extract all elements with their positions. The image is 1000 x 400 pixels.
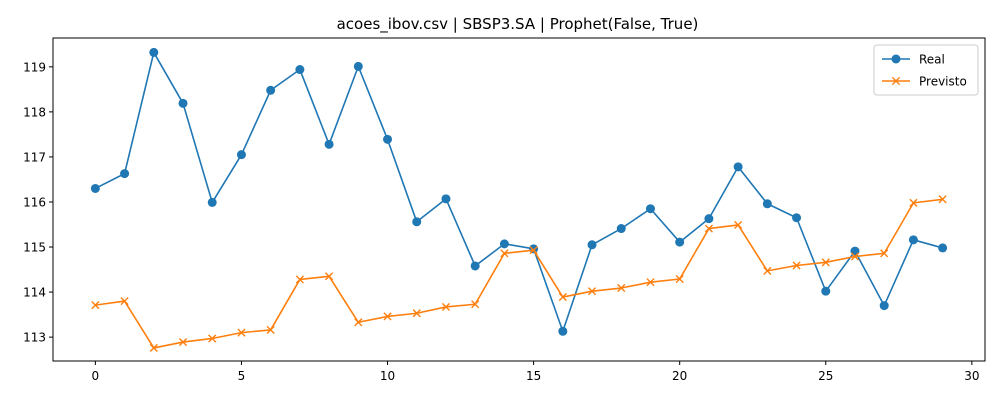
x-tick-label: 20 xyxy=(672,369,687,383)
data-point-previsto xyxy=(354,318,363,327)
data-point-real xyxy=(470,261,480,271)
data-point-real xyxy=(558,326,568,336)
x-tick-label: 0 xyxy=(92,369,100,383)
data-point-real xyxy=(236,150,246,160)
data-point-previsto xyxy=(558,292,567,302)
data-point-previsto xyxy=(704,224,714,233)
y-tick-label: 116 xyxy=(23,195,46,209)
legend: Real Previsto xyxy=(873,44,979,96)
data-point-previsto xyxy=(412,309,421,318)
plot-frame xyxy=(52,37,986,362)
data-point-real xyxy=(441,194,451,204)
data-point-previsto xyxy=(909,198,918,207)
x-tick-label: 10 xyxy=(380,369,395,383)
series-previsto xyxy=(91,195,947,353)
data-point-previsto xyxy=(178,337,188,347)
y-tick-label: 114 xyxy=(23,286,46,300)
x-axis: 0 5 10 15 20 25 30 xyxy=(92,361,979,383)
x-tick-label: 25 xyxy=(818,369,833,383)
data-point-real xyxy=(879,301,889,311)
data-point-previsto xyxy=(120,296,129,306)
data-point-real xyxy=(645,204,655,214)
data-point-previsto xyxy=(295,275,304,284)
data-point-real xyxy=(821,286,831,296)
data-point-real xyxy=(499,239,509,249)
data-point-previsto xyxy=(587,287,597,296)
data-point-real xyxy=(149,47,159,57)
series-layer xyxy=(90,47,948,353)
y-axis: 113 114 115 116 117 118 119 xyxy=(23,60,53,345)
chart-title: acoes_ibov.csv | SBSP3.SA | Prophet(Fals… xyxy=(337,15,699,34)
data-point-previsto xyxy=(734,220,743,230)
data-point-previsto xyxy=(471,300,480,309)
x-tick-label: 5 xyxy=(238,369,246,383)
x-tick-label: 30 xyxy=(964,369,979,383)
series-line-real xyxy=(94,51,943,333)
data-point-real xyxy=(90,183,100,193)
data-point-previsto xyxy=(880,249,889,258)
y-tick-label: 117 xyxy=(23,150,46,164)
x-tick-label: 15 xyxy=(526,369,541,383)
data-point-previsto xyxy=(383,312,392,321)
legend-marker-previsto xyxy=(891,76,901,86)
data-point-previsto xyxy=(208,334,217,343)
data-point-previsto xyxy=(237,328,246,337)
data-point-previsto xyxy=(441,302,451,312)
y-tick-label: 119 xyxy=(23,60,46,74)
data-point-real xyxy=(762,199,772,209)
data-point-previsto xyxy=(149,343,158,353)
series-line-previsto xyxy=(95,198,943,349)
data-point-real xyxy=(266,85,276,95)
data-point-real xyxy=(383,134,393,144)
data-point-previsto xyxy=(91,301,100,310)
data-point-previsto xyxy=(938,195,947,204)
y-tick-label: 113 xyxy=(23,331,46,345)
legend-item-real: Real xyxy=(882,53,945,67)
data-point-previsto xyxy=(617,283,626,293)
legend-marker-real xyxy=(891,54,901,64)
y-tick-label: 118 xyxy=(23,105,46,119)
data-point-previsto xyxy=(850,252,860,261)
plot-area xyxy=(52,37,986,362)
data-point-real xyxy=(733,162,743,172)
series-real xyxy=(90,47,948,336)
data-point-previsto xyxy=(324,272,334,281)
data-point-previsto xyxy=(529,246,538,255)
data-point-real xyxy=(120,169,130,179)
data-point-real xyxy=(412,217,422,227)
data-point-previsto xyxy=(266,325,275,335)
data-point-real xyxy=(616,224,626,234)
data-point-real xyxy=(324,139,334,149)
legend-label-real: Real xyxy=(919,53,945,67)
data-point-real xyxy=(704,214,714,224)
data-point-real xyxy=(908,235,918,245)
data-point-real xyxy=(675,237,685,247)
data-point-previsto xyxy=(500,249,509,258)
data-point-real xyxy=(529,244,539,254)
data-point-real xyxy=(353,61,363,71)
data-point-previsto xyxy=(792,261,801,270)
legend-item-previsto: Previsto xyxy=(882,75,967,89)
data-point-real xyxy=(295,65,305,75)
data-point-previsto xyxy=(675,274,684,284)
data-point-previsto xyxy=(646,278,655,287)
data-point-real xyxy=(587,240,597,250)
data-point-previsto xyxy=(763,266,772,275)
y-tick-label: 115 xyxy=(23,241,46,255)
data-point-real xyxy=(792,213,802,223)
data-point-real xyxy=(178,98,188,108)
legend-label-previsto: Previsto xyxy=(919,75,967,89)
data-point-real xyxy=(207,197,217,207)
data-point-real xyxy=(938,243,948,253)
data-point-previsto xyxy=(821,258,830,267)
